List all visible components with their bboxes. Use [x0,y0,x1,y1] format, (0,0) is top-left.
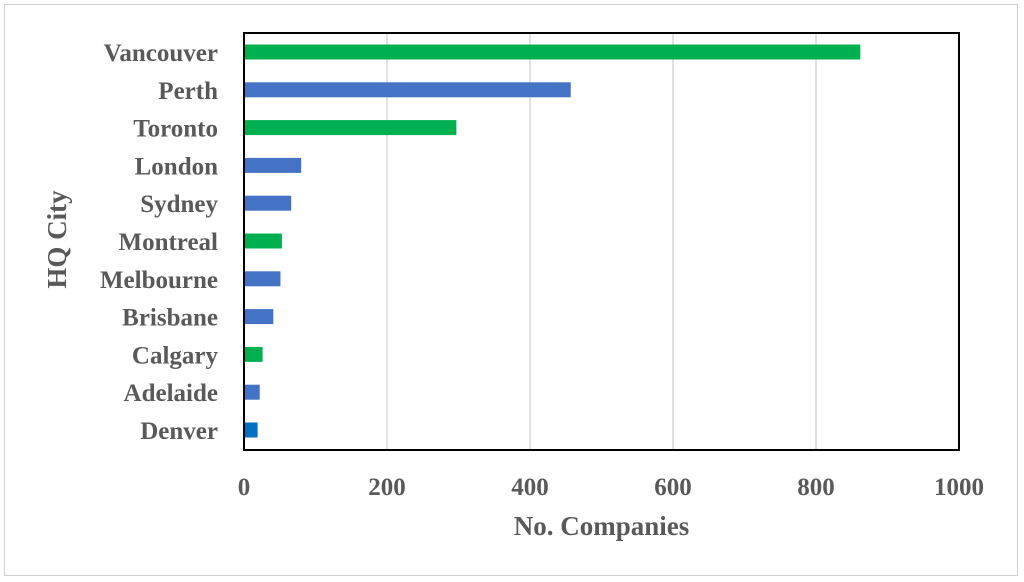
x-axis-title: No. Companies [514,511,690,541]
category-label: Sydney [140,191,218,218]
x-tick-label: 200 [368,474,406,501]
category-label: Toronto [133,116,218,143]
x-tick-label: 600 [654,474,692,501]
category-label: Calgary [132,342,219,369]
x-tick-label: 1000 [934,474,984,501]
category-label: Vancouver [104,40,218,67]
category-label: Denver [140,418,218,445]
category-label: Perth [158,78,218,105]
x-tick-label: 800 [797,474,835,501]
bar-adelaide [244,384,260,400]
gridlines [386,33,817,450]
chart-frame [4,4,1018,576]
bars [244,44,861,438]
bar-sydney [244,195,292,211]
category-label: Adelaide [124,380,218,407]
x-tick-label: 0 [238,474,251,501]
bar-montreal [244,233,282,249]
y-axis-title: HQ City [42,190,72,289]
bar-perth [244,82,571,98]
category-labels: Vancouver Perth Toronto London Sydney Montrea… [100,40,219,445]
bar-toronto [244,120,457,136]
x-tick-labels: 0 200 400 600 800 1000 [238,474,984,501]
category-label: London [135,153,218,180]
bar-melbourne [244,271,281,287]
category-label: Melbourne [100,267,218,294]
bar-london [244,157,302,173]
plot-border [243,32,960,451]
bar-denver [244,422,258,438]
x-tick-label: 400 [511,474,549,501]
category-label: Montreal [118,229,218,256]
bar-brisbane [244,309,274,325]
bar-vancouver [244,44,861,60]
bar-calgary [244,346,263,362]
category-label: Brisbane [122,305,218,332]
